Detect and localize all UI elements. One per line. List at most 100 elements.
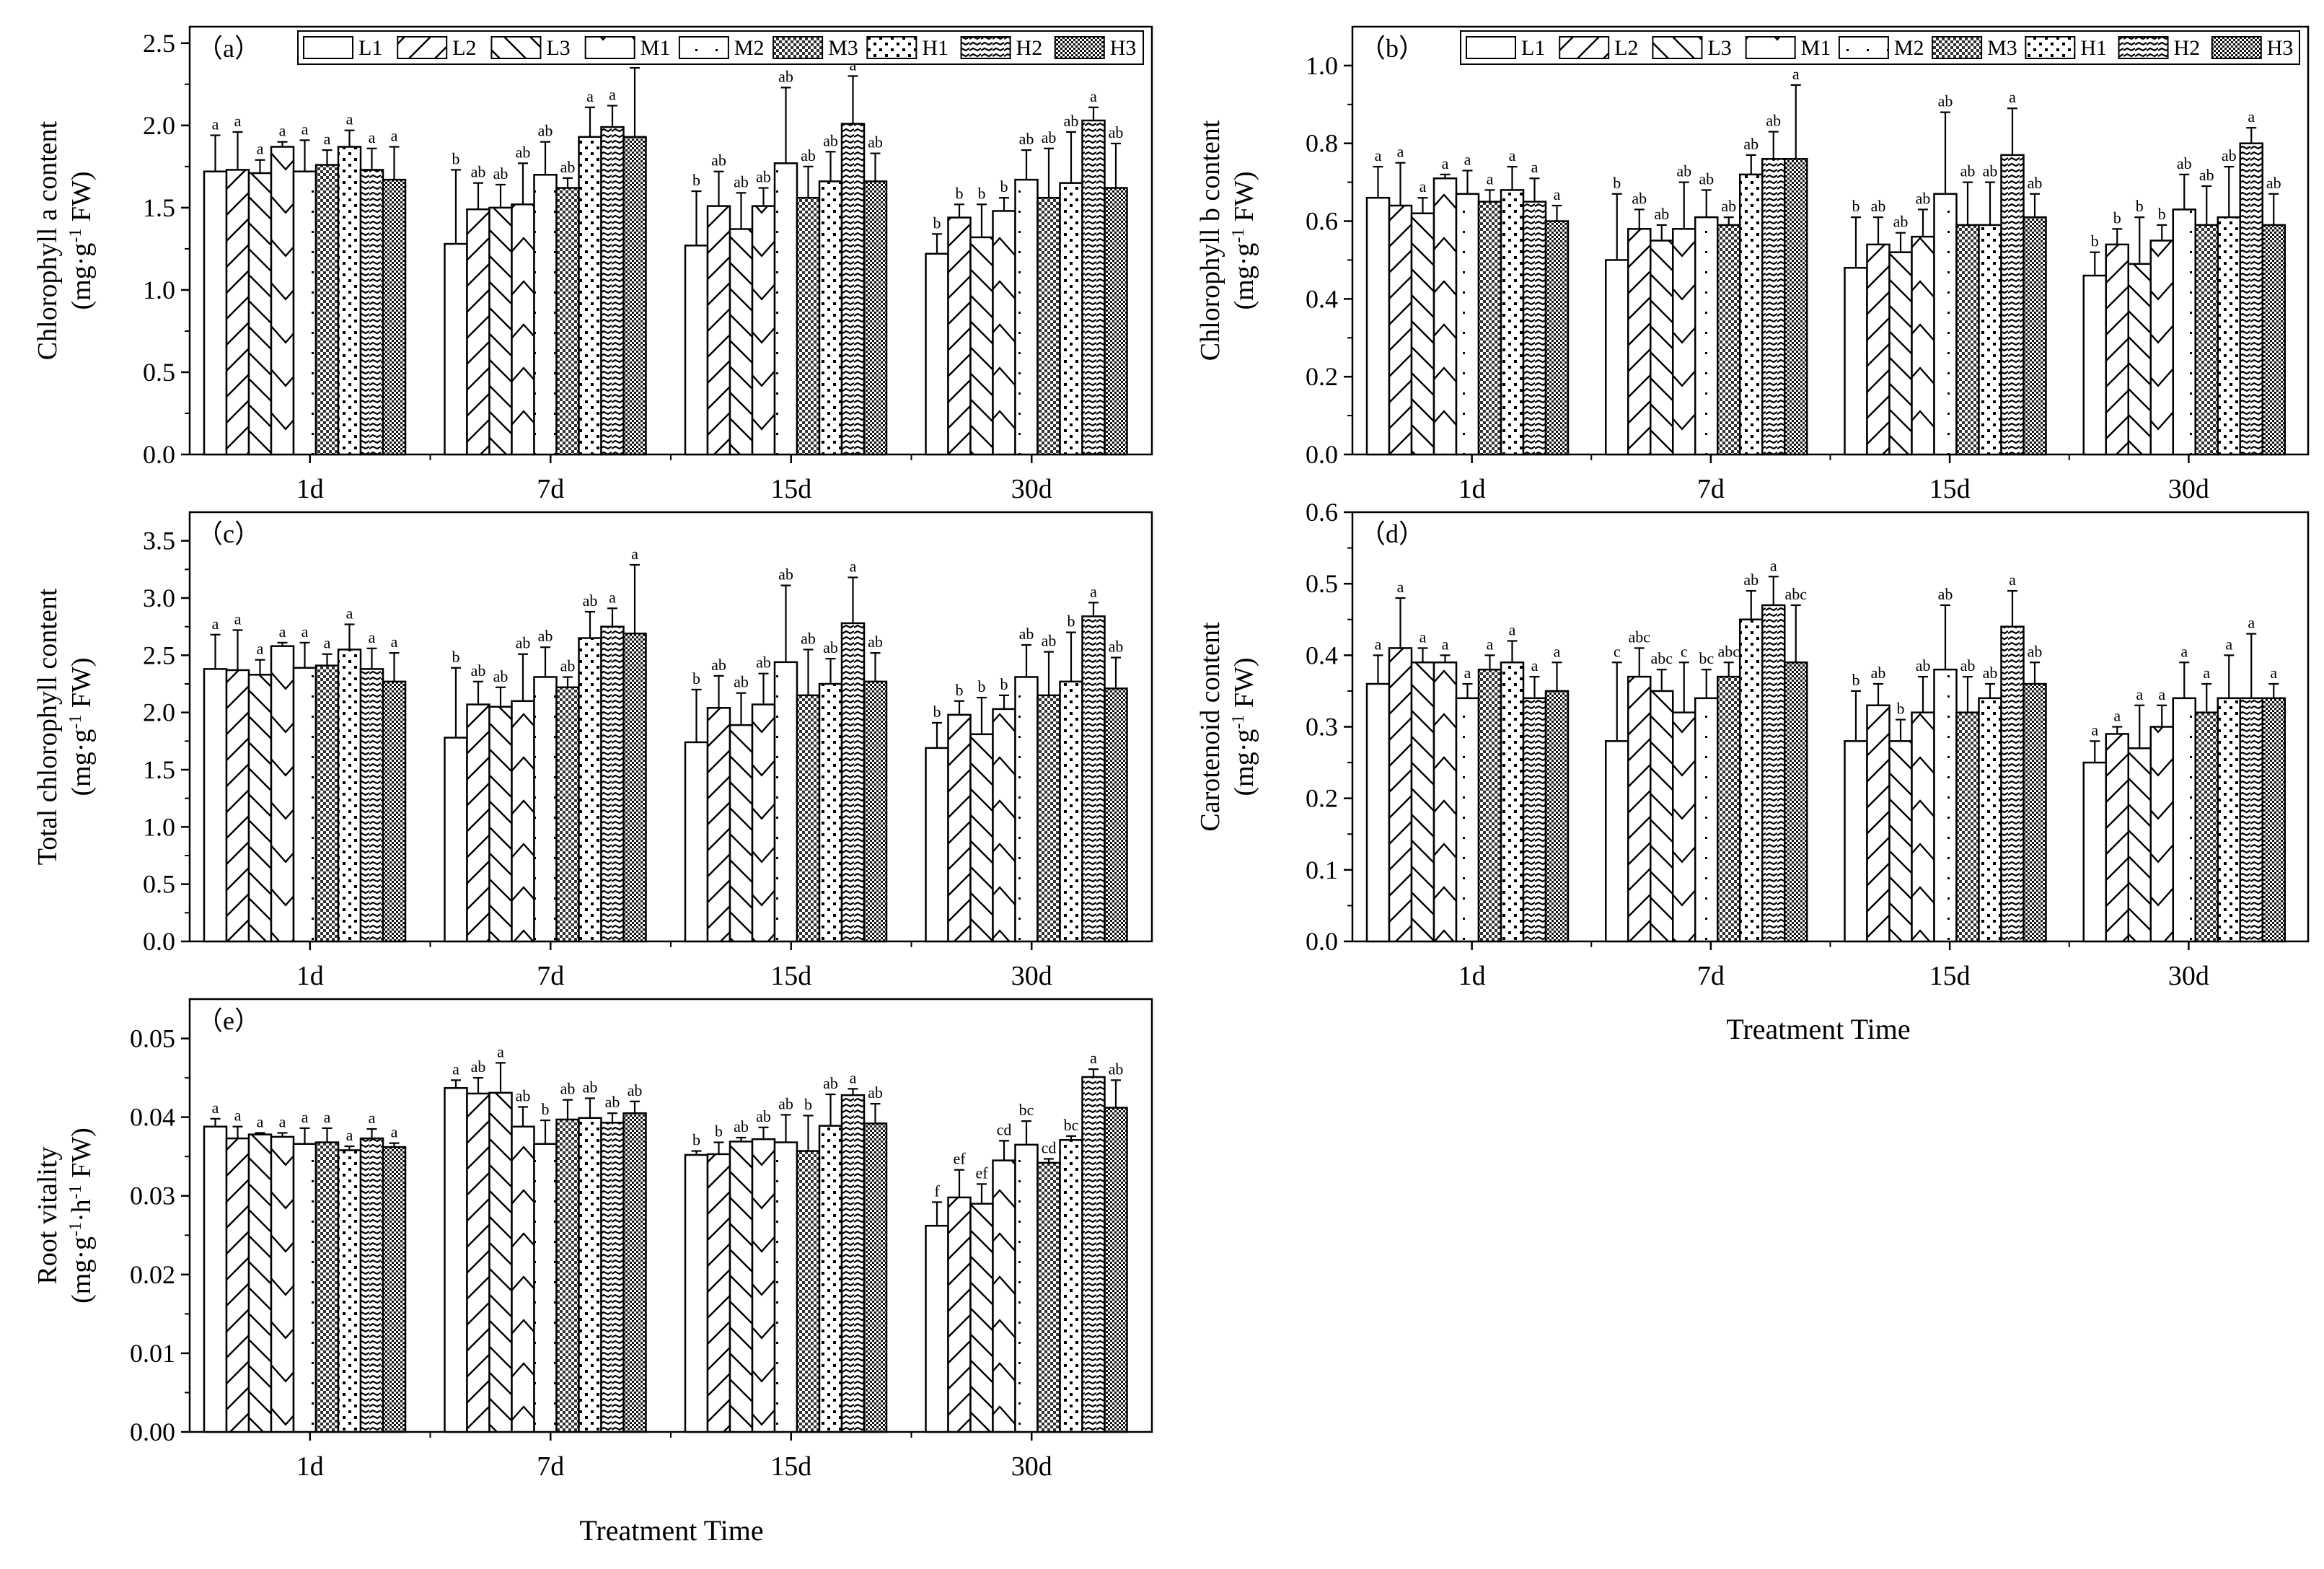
y-tick-label: 0.00 [130,1418,175,1446]
bar-l1-15d [684,1153,709,1433]
bar-m3-1d [314,164,340,456]
bar-h3-1d [382,680,407,943]
significance-letter: a [609,85,616,103]
bar-h3-15d [863,180,888,456]
bar-m1-15d [751,703,776,943]
significance-letter: b [933,703,941,721]
significance-letter: ab [823,638,838,656]
legend-swatch-l3 [490,36,542,59]
significance-letter: a [1090,87,1097,105]
bar-h1-30d [1059,182,1083,456]
bar-m2-1d [1455,193,1480,456]
significance-letter: a [2248,614,2255,632]
bar-h1-1d [337,1149,362,1433]
bar-l2-15d [706,205,731,456]
legend-swatch-m2 [1838,36,1889,59]
significance-letter: ab [823,1074,838,1092]
significance-letter: abc [1650,649,1673,667]
significance-letter: ab [628,1081,643,1099]
significance-letter: ab [1743,571,1759,589]
bar-m3-30d [1036,196,1061,456]
bar-l2-15d [1866,704,1891,943]
bar-h3-1d [1544,690,1570,943]
bar-l3-7d [1650,690,1674,943]
bar-m1-30d [992,210,1016,456]
significance-letter: b [978,677,986,695]
significance-letter: ab [1109,1060,1124,1078]
significance-letter: a [1487,635,1494,653]
bar-h2-1d [359,169,384,456]
panel-label: （e） [197,1006,260,1035]
bar-m1-15d [751,205,776,456]
x-tick-label: 7d [537,961,564,991]
significance-letter: a [1770,556,1777,574]
significance-letter: ab [605,1093,620,1111]
significance-letter: b [1000,177,1008,195]
bar-h2-1d [359,668,384,943]
legend-label-m1: M1 [641,36,671,60]
significance-letter: ab [734,673,749,691]
significance-letter: ab [756,168,771,186]
bar-h2-30d [1081,1076,1106,1433]
bar-l2-7d [1627,228,1652,456]
significance-letter: a [369,128,376,146]
significance-letter: a [2009,88,2016,106]
bar-l3-30d [2127,263,2152,456]
significance-letter: ab [538,627,553,645]
significance-letter: a [2136,685,2143,703]
bar-m1-15d [1911,235,1935,456]
y-tick-label: 0.04 [130,1103,175,1132]
significance-letter: a [346,604,353,622]
significance-letter: bc [1019,1101,1034,1119]
significance-letter: a [1090,582,1097,600]
y-tick-label: 0.01 [130,1339,175,1368]
significance-letter: ab [1743,135,1759,153]
significance-letter: a [279,1112,286,1130]
significance-letter: ab [493,164,509,183]
y-tick-label: 1.5 [143,193,175,222]
significance-letter: ab [560,656,576,674]
unit-text: (mg·g [66,1236,97,1304]
legend-label-h2: H2 [1016,36,1043,60]
legend-label-l1: L1 [1521,36,1545,60]
bar-h1-15d [818,1125,843,1433]
unit-superscript: -1 [66,715,85,729]
significance-letter: a [1509,146,1516,164]
bar-m1-30d [2149,726,2174,943]
significance-letter: ab [1064,112,1079,130]
bar-l3-1d [247,172,273,456]
bar-m2-15d [773,661,798,943]
bar-h1-30d [2217,697,2241,943]
significance-letter: a [212,115,219,133]
significance-letter: a [369,1109,376,1127]
bar-h1-30d [2217,216,2241,456]
bar-l1-7d [444,737,468,943]
bar-h2-15d [2000,625,2025,943]
y-axis-unit: (mg·g-1 FW) [1229,171,1259,309]
y-tick-label: 2.0 [143,698,175,727]
legend-swatch-m3 [1932,36,1983,59]
bar-l3-1d [247,674,273,943]
bar-m2-1d [1455,697,1480,943]
significance-letter: b [715,1122,723,1141]
x-tick-label: 1d [1458,474,1486,504]
bar-m1-1d [270,645,295,943]
legend-label-l1: L1 [358,36,382,60]
significance-letter: ab [2028,174,2043,192]
significance-letter: a [586,87,594,105]
unit-superscript: -1 [66,1185,85,1199]
y-axis-unit: (mg·g-1 FW) [1229,657,1259,796]
x-tick-label: 7d [537,1451,564,1482]
bar-l1-7d [444,242,468,456]
significance-letter: a [2091,721,2098,739]
y-tick-label: 0.0 [143,440,175,469]
bar-l3-7d [488,1091,513,1433]
bar-l2-30d [2105,733,2129,943]
bar-h2-30d [2239,697,2263,943]
significance-letter: a [1464,150,1471,168]
x-axis-title-upper: Treatment Time [1726,1013,1910,1045]
significance-letter: ab [1042,632,1057,650]
bar-l2-1d [1388,204,1413,456]
